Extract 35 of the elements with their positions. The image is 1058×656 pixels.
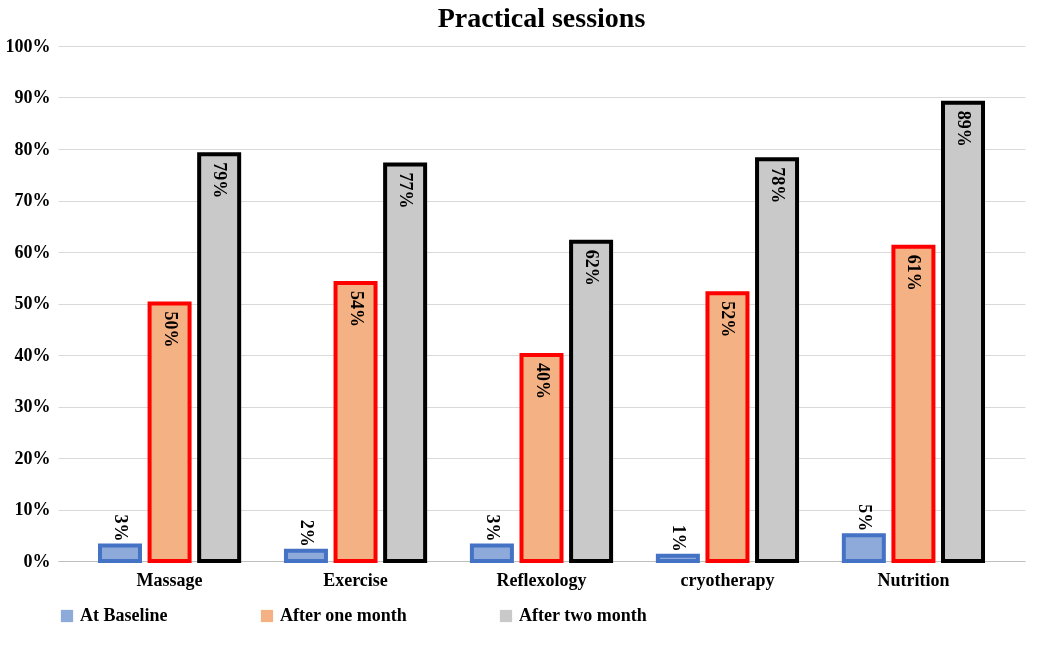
data-label: 40% [532,363,553,399]
x-tick-label: cryotherapy [680,569,775,590]
y-tick-label: 100% [5,35,51,56]
y-tick-label: 40% [14,344,51,365]
data-label: 77% [396,172,417,209]
y-tick-label: 30% [14,396,51,416]
y-tick-label: 50% [14,293,51,313]
data-label: 3% [110,514,131,542]
data-label: 5% [854,504,875,532]
x-tick-label: Exercise [323,569,388,590]
y-tick-label: 0% [23,550,51,571]
data-label: 50% [160,311,181,348]
data-label: 89% [954,110,975,147]
legend-label: At Baseline [80,605,168,625]
data-label: 61% [904,254,925,291]
data-label: 1% [668,524,689,552]
data-label: 2% [296,519,317,547]
y-tick-label: 10% [14,499,51,519]
y-tick-label: 80% [14,138,51,159]
legend-label: After one month [280,605,407,625]
data-label: 54% [346,290,367,327]
x-tick-label: Nutrition [877,569,950,590]
data-label: 62% [582,249,603,286]
x-tick-label: Massage [136,569,203,590]
legend-label: After two month [519,605,647,625]
y-tick-label: 70% [14,190,51,210]
x-tick-label: Reflexology [496,569,587,590]
y-tick-label: 20% [14,447,51,468]
data-label: 78% [768,167,789,204]
data-label: 3% [482,514,503,542]
y-tick-label: 90% [14,87,51,107]
data-label: 79% [210,162,231,199]
data-label: 52% [718,301,739,338]
chart-title: Practical sessions [437,2,646,33]
y-tick-label: 60% [14,241,51,262]
